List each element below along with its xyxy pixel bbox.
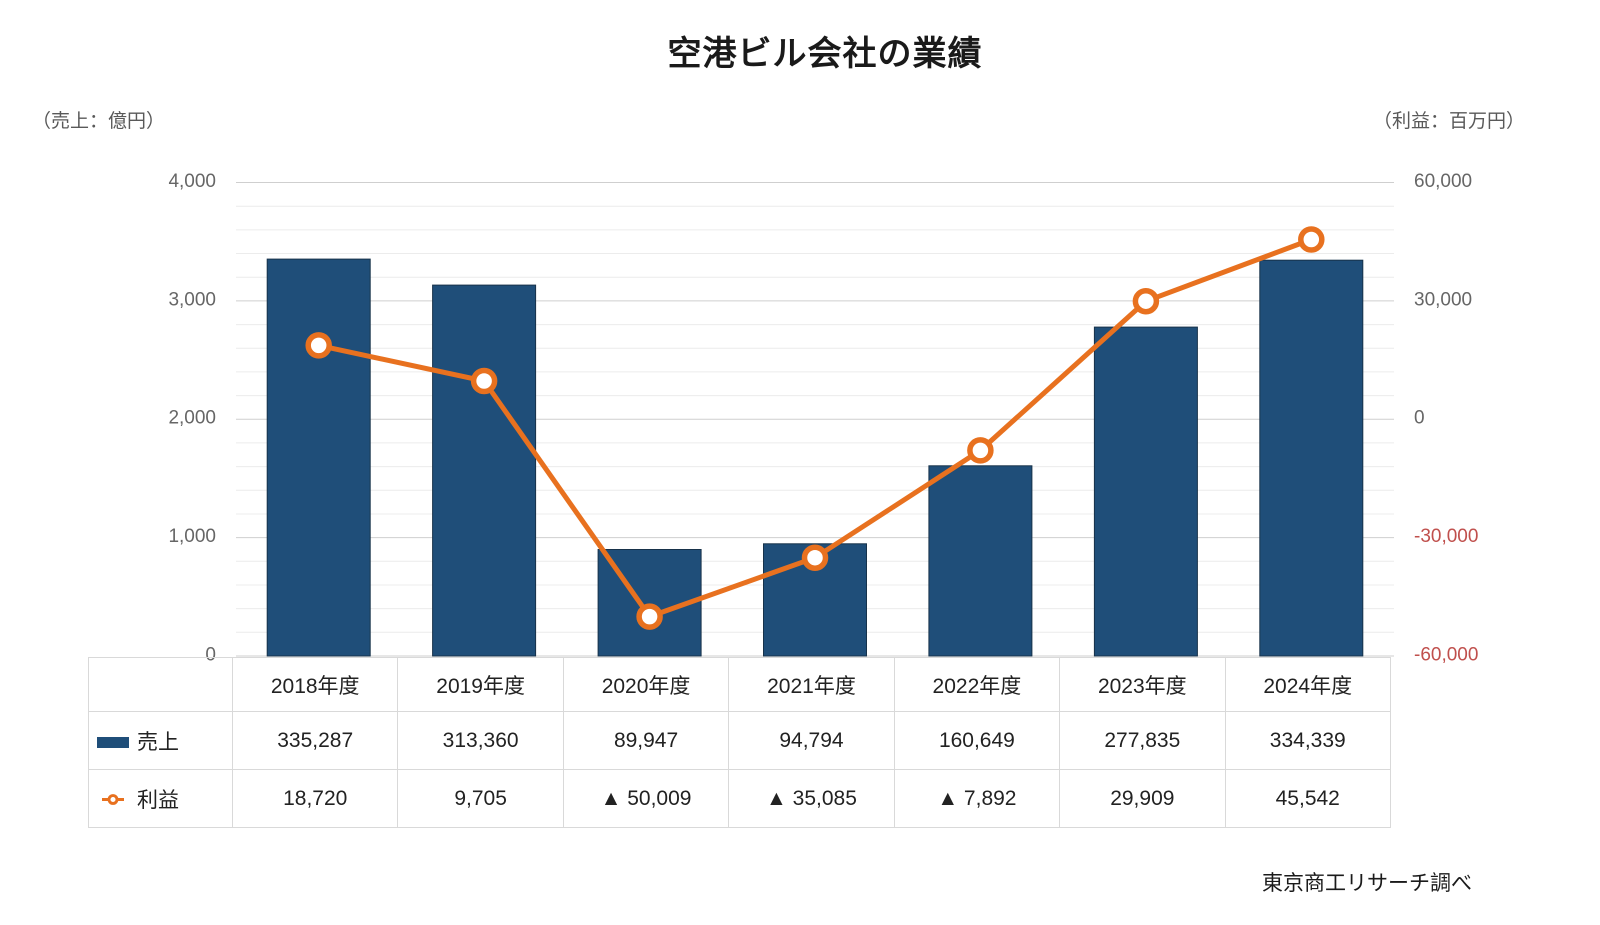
svg-text:3,000: 3,000 bbox=[168, 289, 216, 310]
svg-text:-60,000: -60,000 bbox=[1414, 645, 1478, 666]
svg-text:1,000: 1,000 bbox=[168, 526, 216, 547]
svg-text:4,000: 4,000 bbox=[168, 171, 216, 192]
svg-text:-30,000: -30,000 bbox=[1414, 526, 1478, 547]
svg-text:0: 0 bbox=[1414, 408, 1425, 429]
svg-text:60,000: 60,000 bbox=[1414, 171, 1472, 192]
svg-text:2,000: 2,000 bbox=[168, 408, 216, 429]
svg-text:30,000: 30,000 bbox=[1414, 289, 1472, 310]
